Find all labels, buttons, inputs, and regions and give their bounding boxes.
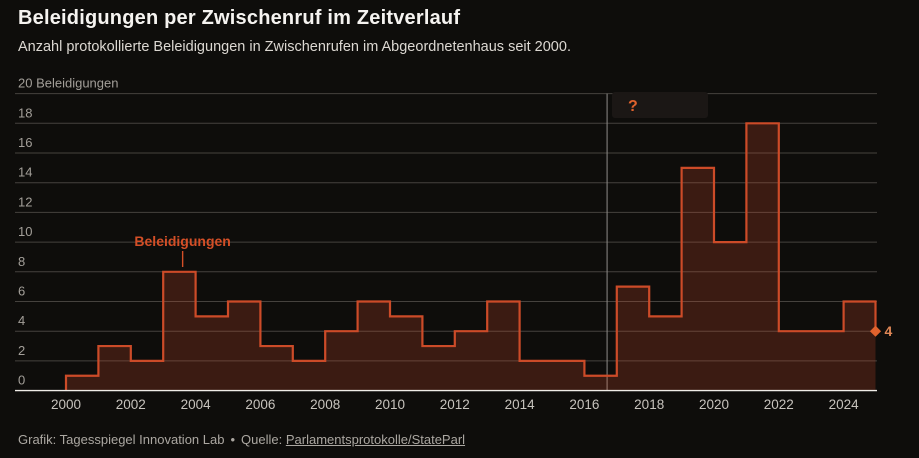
- y-tick-label: 10: [18, 224, 32, 239]
- area-fill: [66, 123, 876, 391]
- x-tick-label: 2008: [310, 397, 340, 412]
- footer-bullet: •: [230, 432, 236, 447]
- x-tick-label: 2020: [699, 397, 729, 412]
- x-tick-label: 2010: [375, 397, 405, 412]
- y-tick-label: 20 Beleidigungen: [18, 76, 118, 91]
- y-tick-label: 2: [18, 343, 25, 358]
- chart-subtitle: Anzahl protokollierte Beleidigungen in Z…: [18, 39, 571, 55]
- source-prefix: Quelle:: [241, 432, 283, 447]
- x-tick-label: 2024: [829, 397, 860, 412]
- y-tick-label: 14: [18, 165, 32, 180]
- page-title: Beleidigungen per Zwischenruf im Zeitver…: [18, 7, 461, 29]
- x-tick-label: 2014: [505, 397, 536, 412]
- x-tick-label: 2022: [764, 397, 794, 412]
- credit-text: Grafik: Tagesspiegel Innovation Lab: [18, 432, 225, 447]
- y-tick-label: 6: [18, 284, 25, 299]
- x-tick-label: 2002: [116, 397, 146, 412]
- y-tick-label: 12: [18, 194, 32, 209]
- area-outline: [64, 122, 877, 391]
- y-tick-label: 16: [18, 135, 32, 150]
- x-tick-label: 2012: [440, 397, 470, 412]
- y-tick-label: 8: [18, 254, 25, 269]
- series-label: Beleidigungen: [134, 233, 230, 249]
- x-tick-label: 2016: [569, 397, 599, 412]
- annotation-question-box: [612, 92, 708, 118]
- x-tick-label: 2018: [634, 397, 664, 412]
- source-link[interactable]: Parlamentsprotokolle/StateParl: [285, 432, 466, 447]
- end-marker-diamond: [869, 325, 882, 337]
- question-mark-icon: ?: [628, 98, 638, 115]
- y-tick-label: 18: [18, 105, 32, 120]
- y-tick-label: 0: [18, 373, 25, 388]
- chart-footer: Grafik: Tagesspiegel Innovation Lab • Quel…: [18, 432, 465, 447]
- y-tick-label: 4: [18, 313, 25, 328]
- x-tick-label: 2006: [245, 397, 275, 412]
- end-value-label: 4: [885, 323, 893, 339]
- x-tick-label: 2000: [51, 397, 81, 412]
- x-tick-label: 2004: [181, 397, 212, 412]
